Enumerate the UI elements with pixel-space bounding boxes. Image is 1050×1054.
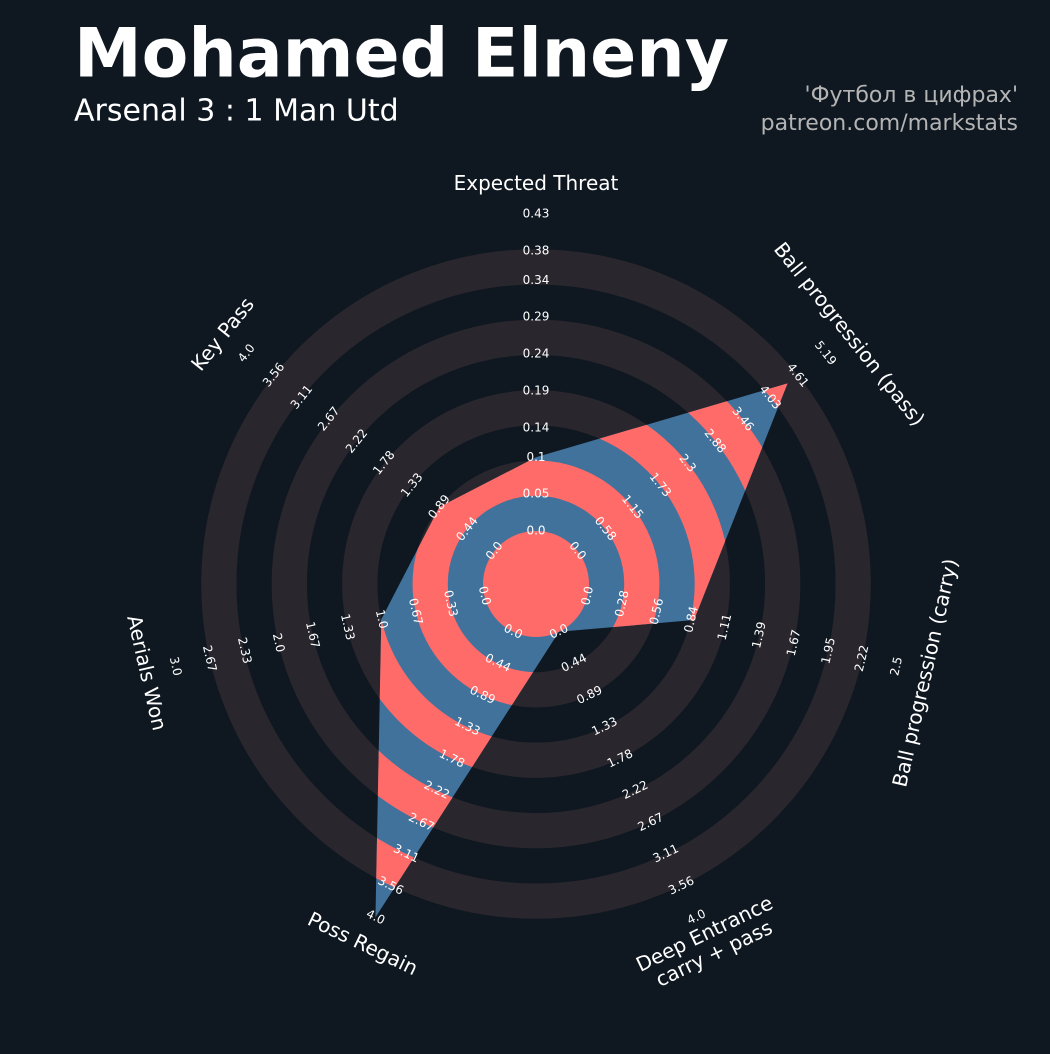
tick-label: 0.0 [578,585,596,607]
ring [342,390,730,778]
tick-label: 0.1 [526,450,545,464]
tick-label: 1.33 [338,612,358,641]
tick-label: 0.0 [526,524,545,538]
chart-title: Mohamed Elneny [74,15,729,94]
param-label: Expected Threat [454,171,619,195]
tick-label: 0.29 [523,310,550,324]
tick-label: 2.67 [200,644,220,673]
tick-label: 3.0 [167,655,185,677]
tick-label: 1.67 [784,628,804,657]
tick-label: 0.19 [523,383,550,397]
tick-label: 0.34 [523,273,550,287]
credit: patreon.com/markstats [761,111,1018,136]
tick-label: 1.95 [818,636,838,665]
tick-label: 0.84 [681,605,701,634]
tick-label: 1.67 [303,620,323,649]
tick-label: 0.33 [441,589,461,618]
credit: 'Футбол в цифрах' [805,83,1018,108]
tick-label: 0.56 [647,597,667,626]
tick-label: 0.0 [476,585,494,607]
ring [201,249,871,919]
tick-label: 0.28 [612,589,632,618]
param-label-line: Expected Threat [454,171,619,195]
tick-label: 0.24 [523,347,550,361]
chart-subtitle: Arsenal 3 : 1 Man Utd [74,94,399,129]
tick-label: 0.38 [523,243,550,257]
tick-label: 0.67 [406,597,426,626]
tick-label: 2.33 [235,636,255,665]
tick-label: 1.0 [373,608,391,630]
tick-label: 0.43 [523,207,550,221]
tick-label: 0.14 [523,420,550,434]
tick-label: 1.39 [749,620,769,649]
ring [271,319,801,849]
ring [483,531,589,637]
tick-label: 2.5 [887,655,905,677]
tick-label: 2.22 [852,644,872,673]
tick-label: 1.11 [715,612,735,641]
tick-label: 2.0 [270,632,288,654]
tick-label: 0.05 [523,487,550,501]
